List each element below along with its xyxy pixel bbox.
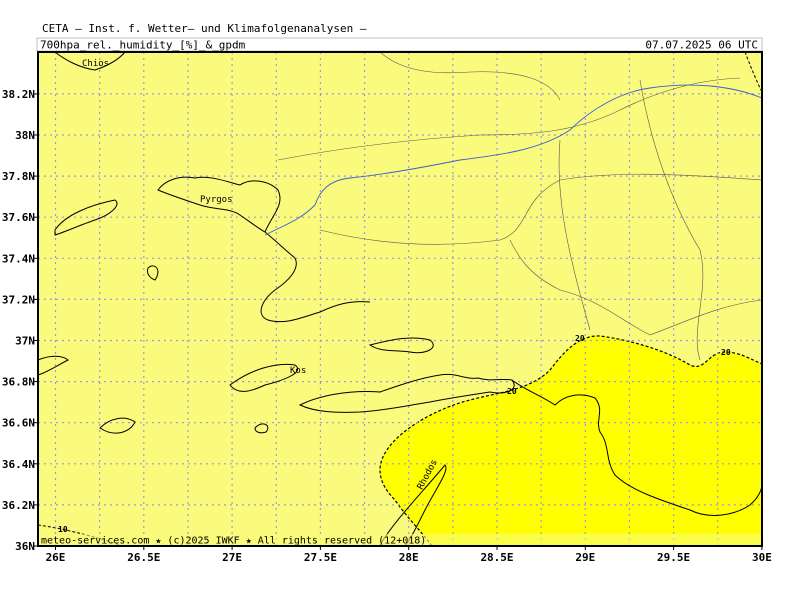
coastline	[229, 363, 298, 392]
admin-border	[319, 173, 763, 245]
coastline	[379, 464, 447, 547]
contour-label: 10	[58, 525, 68, 534]
admin-border	[379, 51, 561, 101]
admin-border	[509, 239, 763, 336]
lat-tick-label: 38.2N	[2, 88, 35, 101]
contour-label: 20	[575, 334, 585, 343]
place-label: Chios	[82, 59, 109, 69]
lat-tick-label: 38N	[15, 129, 35, 142]
admin-border	[639, 79, 704, 361]
admin-border	[558, 139, 591, 331]
contour-line	[744, 51, 763, 93]
lon-tick-label: 29.5E	[657, 551, 690, 564]
lat-tick-label: 37.4N	[2, 252, 35, 265]
coastline	[157, 176, 281, 233]
lat-tick-label: 36.2N	[2, 499, 35, 512]
coastline	[368, 337, 434, 354]
humidity-high-field	[380, 335, 762, 546]
lat-tick-label: 37.2N	[2, 293, 35, 306]
institute-title: CETA — Inst. f. Wetter— und Klimafolgena…	[42, 22, 367, 35]
lon-tick-label: 29E	[575, 551, 595, 564]
graticule	[38, 52, 762, 546]
valid-time: 07.07.2025 06 UTC	[645, 39, 758, 52]
coastline	[147, 265, 159, 281]
lat-tick-label: 36N	[15, 540, 35, 553]
lon-tick-label: 30E	[752, 551, 772, 564]
place-label: Kos	[290, 366, 306, 376]
lat-tick-label: 37.8N	[2, 170, 35, 183]
map-area: Chios Pyrgos Kos Rhodos 20 20 20 10 mete…	[37, 51, 763, 547]
lat-tick-label: 36.6N	[2, 417, 35, 430]
river	[264, 84, 763, 236]
contour-label: 20	[507, 387, 517, 396]
lat-tick-label: 36.8N	[2, 376, 35, 389]
coastline	[37, 355, 69, 376]
coastline	[54, 51, 126, 71]
product-title: 700hpa_rel._humidity_[%]_&_gpdm	[40, 39, 246, 52]
footer-bar	[38, 534, 762, 546]
coastline	[99, 417, 136, 434]
coastline	[54, 199, 118, 236]
lat-tick-label: 37N	[15, 335, 35, 348]
contour-line	[379, 335, 763, 547]
lat-tick-label: 37.6N	[2, 211, 35, 224]
coastline	[260, 231, 371, 323]
lon-tick-label: 28.5E	[480, 551, 513, 564]
copyright: meteo-services.com ★ (c)2025 IWKF ★ All …	[41, 536, 426, 547]
lon-tick-label: 26E	[46, 551, 66, 564]
coastline	[254, 423, 269, 434]
lon-tick-label: 27.5E	[304, 551, 337, 564]
coastline	[511, 379, 763, 516]
place-label: Pyrgos	[200, 195, 233, 205]
lat-tick-label: 36.4N	[2, 458, 35, 471]
axis-ticks: 26E 26.5E 27E 27.5E 28E 28.5E 29E 29.5E 30E 36N 36…	[2, 88, 772, 564]
lon-tick-label: 28E	[399, 551, 419, 564]
contour-label: 20	[721, 348, 731, 357]
admin-border	[277, 77, 741, 161]
lon-tick-label: 26.5E	[127, 551, 160, 564]
lon-tick-label: 27E	[222, 551, 242, 564]
coastline	[298, 373, 515, 413]
